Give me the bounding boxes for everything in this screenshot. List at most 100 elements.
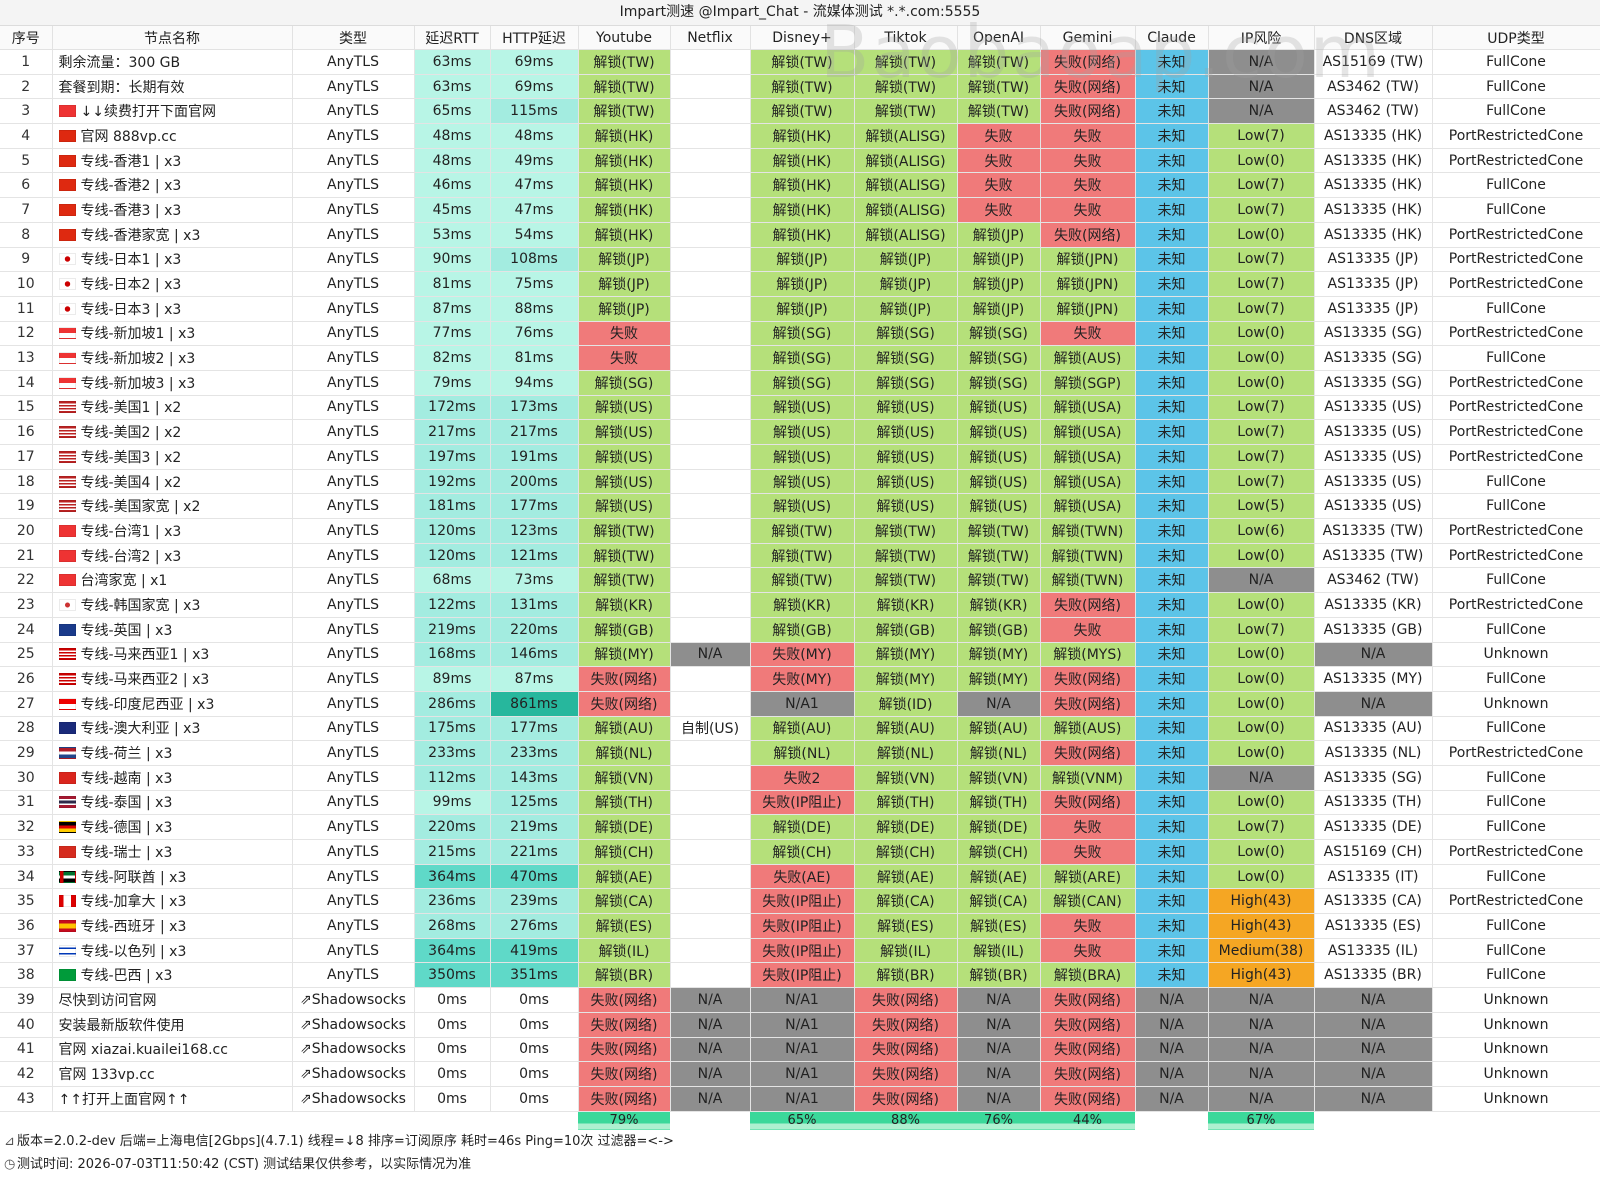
- table-row[interactable]: 17 专线-美国3 | x2 AnyTLS 197ms 191ms 解锁(US) 解锁(US…: [0, 444, 1600, 470]
- node-type: AnyTLS: [292, 592, 415, 618]
- http-latency: 123ms: [490, 518, 579, 544]
- table-row[interactable]: 4 官网 888vp.cc AnyTLS 48ms 48ms 解锁(HK) 解锁(HK) 解锁…: [0, 123, 1600, 149]
- column-header-9[interactable]: OpenAI: [957, 26, 1041, 50]
- table-row[interactable]: 19 专线-美国家宽 | x2 AnyTLS 181ms 177ms 解锁(US) 解锁(U…: [0, 493, 1600, 520]
- table-row[interactable]: 18 专线-美国4 | x2 AnyTLS 192ms 200ms 解锁(US) 解锁(US…: [0, 469, 1600, 495]
- udp-type: PortRestrictedCone: [1432, 222, 1600, 248]
- http-latency: 351ms: [490, 962, 579, 989]
- table-row[interactable]: 28 专线-澳大利亚 | x3 AnyTLS 175ms 177ms 解锁(AU) 自制(U…: [0, 716, 1600, 742]
- column-header-1[interactable]: 节点名称: [52, 26, 293, 50]
- table-row[interactable]: 6 专线-香港2 | x3 AnyTLS 46ms 47ms 解锁(HK) 解锁(HK) 解锁…: [0, 172, 1600, 199]
- flag-br-icon: [58, 969, 76, 982]
- udp-type: PortRestrictedCone: [1432, 419, 1600, 445]
- openai-status: 解锁(SG): [957, 370, 1041, 396]
- gemini-status: 失败: [1040, 197, 1136, 223]
- table-row[interactable]: 21 专线-台湾2 | x3 AnyTLS 120ms 121ms 解锁(TW) 解锁(TW…: [0, 543, 1600, 569]
- table-row[interactable]: 30 专线-越南 | x3 AnyTLS 112ms 143ms 解锁(VN) 失败2 解锁(…: [0, 765, 1600, 791]
- tiktok-status: 解锁(TW): [854, 98, 958, 125]
- udp-type: PortRestrictedCone: [1432, 592, 1600, 618]
- table-row[interactable]: 7 专线-香港3 | x3 AnyTLS 45ms 47ms 解锁(HK) 解锁(HK) 解锁…: [0, 197, 1600, 223]
- table-row[interactable]: 31 专线-泰国 | x3 AnyTLS 99ms 125ms 解锁(TH) 失败(IP阻止…: [0, 790, 1600, 816]
- http-latency: 191ms: [490, 444, 579, 470]
- ip-risk: Low(7): [1208, 296, 1315, 322]
- ip-risk: N/A: [1208, 1037, 1315, 1063]
- column-header-2[interactable]: 类型: [292, 26, 415, 50]
- table-row[interactable]: 11 专线-日本3 | x3 AnyTLS 87ms 88ms 解锁(JP) 解锁(JP) 解…: [0, 296, 1600, 322]
- table-row[interactable]: 2 套餐到期：长期有效 AnyTLS 63ms 69ms 解锁(TW) 解锁(TW) 解锁(T…: [0, 74, 1600, 100]
- http-latency: 200ms: [490, 469, 579, 495]
- table-row[interactable]: 9 专线-日本1 | x3 AnyTLS 90ms 108ms 解锁(JP) 解锁(JP) 解…: [0, 247, 1600, 273]
- disney-status: 解锁(TW): [750, 98, 855, 125]
- table-row[interactable]: 34 专线-阿联酋 | x3 AnyTLS 364ms 470ms 解锁(AE) 失败(AE…: [0, 864, 1600, 890]
- table-row[interactable]: 22 台湾家宽 | x1 AnyTLS 68ms 73ms 解锁(TW) 解锁(TW) 解锁(…: [0, 567, 1600, 594]
- table-row[interactable]: 40 安装最新版软件使用 ⇗Shadowsocks 0ms 0ms 失败(网络) N/A N/…: [0, 1012, 1600, 1038]
- dns-region: AS13335 (US): [1314, 419, 1433, 445]
- column-header-13[interactable]: DNS区域: [1314, 26, 1433, 50]
- table-row[interactable]: 3 ↓↓续费打开下面官网 AnyTLS 65ms 115ms 解锁(TW) 解锁(TW) 解锁…: [0, 98, 1600, 125]
- table-row[interactable]: 29 专线-荷兰 | x3 AnyTLS 233ms 233ms 解锁(NL) 解锁(NL)…: [0, 740, 1600, 766]
- netflix-status: [670, 691, 751, 717]
- table-row[interactable]: 32 专线-德国 | x3 AnyTLS 220ms 219ms 解锁(DE) 解锁(DE)…: [0, 814, 1600, 840]
- http-latency: 48ms: [490, 123, 579, 149]
- rtt-latency: 46ms: [414, 172, 491, 199]
- node-name: 剩余流量：300 GB: [52, 49, 293, 75]
- youtube-status: 失败(网络): [578, 987, 671, 1013]
- column-header-0[interactable]: 序号: [0, 26, 53, 50]
- table-row[interactable]: 5 专线-香港1 | x3 AnyTLS 48ms 49ms 解锁(HK) 解锁(HK) 解锁…: [0, 148, 1600, 174]
- tiktok-status: 失败(网络): [854, 1012, 958, 1038]
- column-header-14[interactable]: UDP类型: [1432, 26, 1600, 50]
- table-row[interactable]: 14 专线-新加坡3 | x3 AnyTLS 79ms 94ms 解锁(SG) 解锁(SG)…: [0, 370, 1600, 396]
- claude-status: 未知: [1135, 518, 1209, 544]
- node-name-text: 官网 xiazai.kuailei168.cc: [58, 1042, 228, 1059]
- table-row[interactable]: 23 专线-韩国家宽 | x3 AnyTLS 122ms 131ms 解锁(KR) 解锁(K…: [0, 592, 1600, 618]
- dns-region: AS13335 (TH): [1314, 790, 1433, 816]
- column-header-5[interactable]: Youtube: [578, 26, 671, 50]
- column-header-8[interactable]: Tiktok: [854, 26, 958, 50]
- disney-status: 失败2: [750, 765, 855, 791]
- gemini-status: 失败(网络): [1040, 1086, 1136, 1112]
- table-row[interactable]: 1 剩余流量：300 GB AnyTLS 63ms 69ms 解锁(TW) 解锁(TW) 解锁…: [0, 49, 1600, 75]
- table-row[interactable]: 38 专线-巴西 | x3 AnyTLS 350ms 351ms 解锁(BR) 失败(IP阻…: [0, 962, 1600, 989]
- table-row[interactable]: 13 专线-新加坡2 | x3 AnyTLS 82ms 81ms 失败 解锁(SG) 解锁(S…: [0, 345, 1600, 371]
- column-header-4[interactable]: HTTP延迟: [490, 26, 579, 50]
- column-header-10[interactable]: Gemini: [1040, 26, 1136, 50]
- table-row[interactable]: 39 尽快到访问官网 ⇗Shadowsocks 0ms 0ms 失败(网络) N/A N/A1…: [0, 987, 1600, 1013]
- youtube-status: 解锁(MY): [578, 642, 671, 668]
- table-row[interactable]: 35 专线-加拿大 | x3 AnyTLS 236ms 239ms 解锁(CA) 失败(IP…: [0, 888, 1600, 915]
- flag-jp-icon: [58, 253, 76, 266]
- table-row[interactable]: 43 ↑↑打开上面官网↑↑ ⇗Shadowsocks 0ms 0ms 失败(网络) N/A N…: [0, 1086, 1600, 1112]
- netflix-status: [670, 839, 751, 865]
- table-row[interactable]: 26 专线-马来西亚2 | x3 AnyTLS 89ms 87ms 失败(网络) 失败(MY…: [0, 666, 1600, 692]
- http-latency: 219ms: [490, 814, 579, 840]
- openai-status: 解锁(BR): [957, 962, 1041, 989]
- netflix-status: [670, 247, 751, 273]
- table-row[interactable]: 24 专线-英国 | x3 AnyTLS 219ms 220ms 解锁(GB) 解锁(GB)…: [0, 617, 1600, 643]
- table-row[interactable]: 20 专线-台湾1 | x3 AnyTLS 120ms 123ms 解锁(TW) 解锁(TW…: [0, 518, 1600, 544]
- node-name-text: 专线-马来西亚2 | x3: [80, 672, 210, 689]
- table-row[interactable]: 15 专线-美国1 | x2 AnyTLS 172ms 173ms 解锁(US) 解锁(US…: [0, 395, 1600, 421]
- table-row[interactable]: 37 专线-以色列 | x3 AnyTLS 364ms 419ms 解锁(IL) 失败(IP…: [0, 938, 1600, 964]
- table-row[interactable]: 12 专线-新加坡1 | x3 AnyTLS 77ms 76ms 失败 解锁(SG) 解锁(S…: [0, 321, 1600, 347]
- youtube-status: 解锁(JP): [578, 247, 671, 273]
- table-row[interactable]: 16 专线-美国2 | x2 AnyTLS 217ms 217ms 解锁(US) 解锁(US…: [0, 419, 1600, 445]
- column-header-6[interactable]: Netflix: [670, 26, 751, 50]
- column-header-11[interactable]: Claude: [1135, 26, 1209, 50]
- ip-risk: Low(7): [1208, 814, 1315, 840]
- table-row[interactable]: 25 专线-马来西亚1 | x3 AnyTLS 168ms 146ms 解锁(MY) N/A…: [0, 642, 1600, 668]
- tiktok-status: 解锁(SG): [854, 370, 958, 396]
- node-name-text: 专线-德国 | x3: [80, 820, 173, 837]
- gemini-status: 失败: [1040, 938, 1136, 964]
- table-row[interactable]: 27 专线-印度尼西亚 | x3 AnyTLS 286ms 861ms 失败(网络) N/A…: [0, 691, 1600, 717]
- table-row[interactable]: 8 专线-香港家宽 | x3 AnyTLS 53ms 54ms 解锁(HK) 解锁(HK) 解…: [0, 222, 1600, 248]
- column-header-7[interactable]: Disney+: [750, 26, 855, 50]
- ip-risk: Low(6): [1208, 518, 1315, 544]
- column-header-12[interactable]: IP风险: [1208, 26, 1315, 50]
- table-row[interactable]: 41 官网 xiazai.kuailei168.cc ⇗Shadowsocks 0ms…: [0, 1037, 1600, 1063]
- http-latency: 0ms: [490, 987, 579, 1013]
- row-index: 16: [0, 419, 53, 445]
- table-row[interactable]: 10 专线-日本2 | x3 AnyTLS 81ms 75ms 解锁(JP) 解锁(JP) 解…: [0, 271, 1600, 297]
- table-row[interactable]: 36 专线-西班牙 | x3 AnyTLS 268ms 276ms 解锁(ES) 失败(IP…: [0, 913, 1600, 939]
- column-header-3[interactable]: 延迟RTT: [414, 26, 491, 50]
- table-row[interactable]: 33 专线-瑞士 | x3 AnyTLS 215ms 221ms 解锁(CH) 解锁(CH)…: [0, 839, 1600, 865]
- table-row[interactable]: 42 官网 133vp.cc ⇗Shadowsocks 0ms 0ms 失败(网络) N/A…: [0, 1061, 1600, 1087]
